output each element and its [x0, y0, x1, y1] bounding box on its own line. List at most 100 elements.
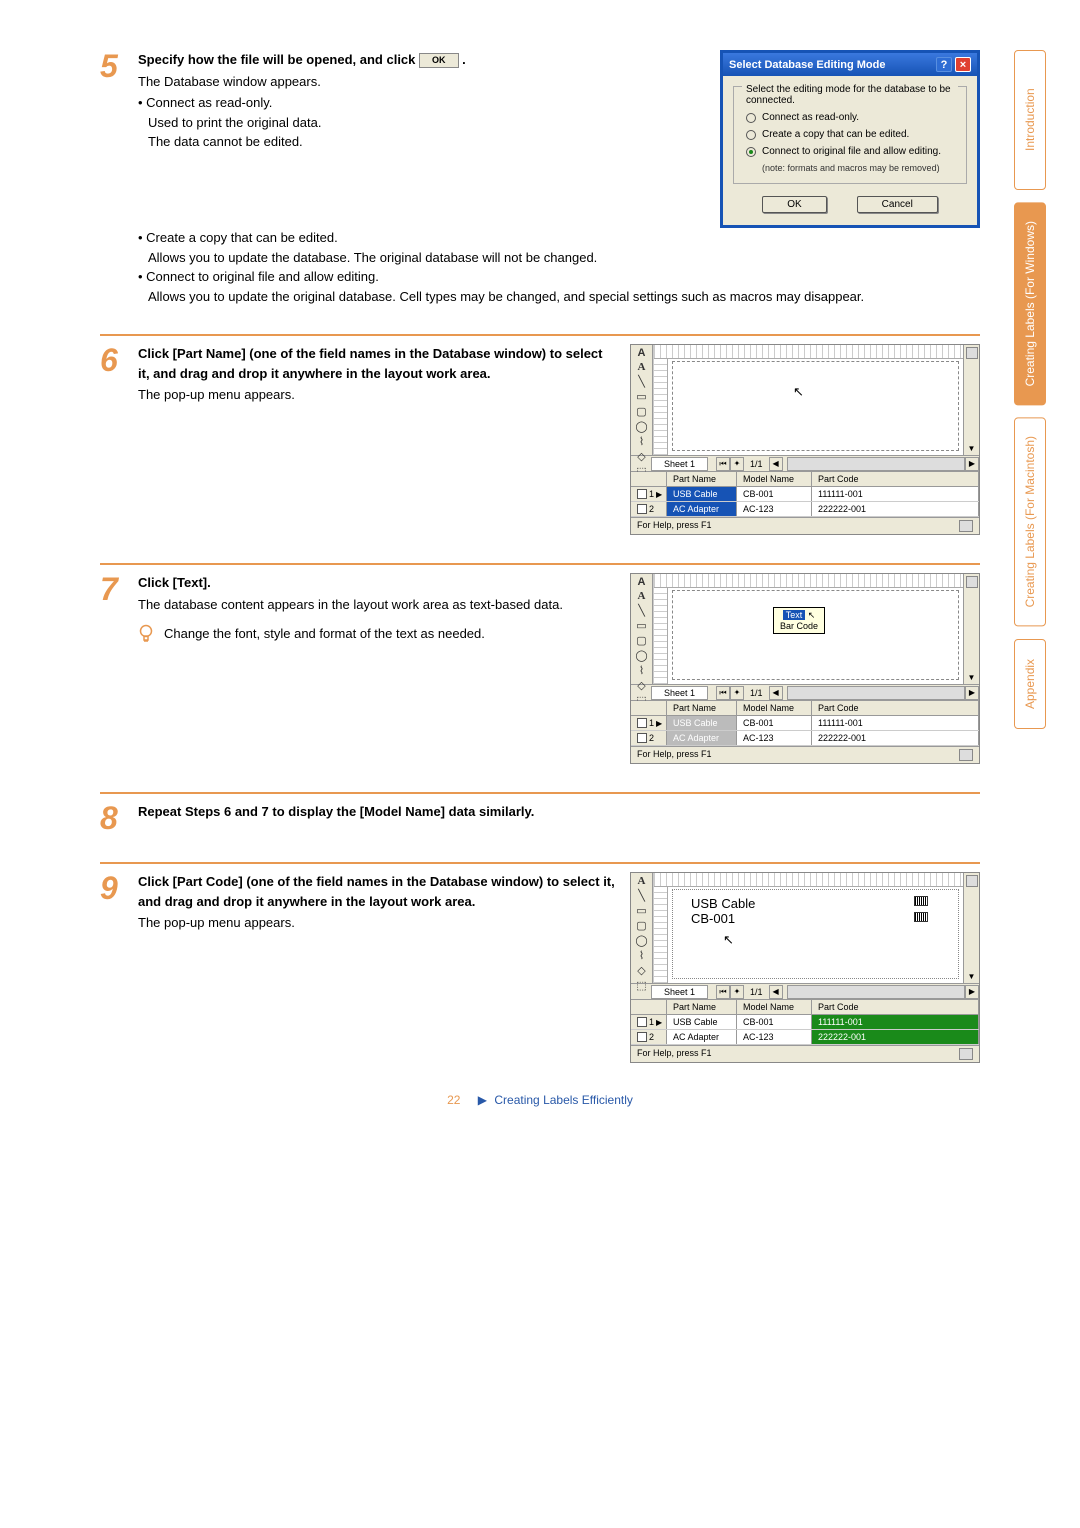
cell-part-code[interactable]: 111111-001 — [812, 716, 979, 730]
panel-icon[interactable] — [966, 875, 978, 887]
text-tool-outline-icon[interactable]: A — [634, 875, 650, 887]
nav-prev-icon[interactable]: ◀ — [769, 985, 783, 999]
cell-part-code[interactable]: 111111-001 — [812, 487, 979, 501]
col-model-name[interactable]: Model Name — [737, 472, 812, 486]
roundrect-tool-icon[interactable]: ▢ — [634, 919, 650, 932]
curve-tool-icon[interactable]: ⌇ — [634, 949, 650, 962]
tab-introduction[interactable]: Introduction — [1014, 50, 1046, 190]
tab-appendix[interactable]: Appendix — [1014, 639, 1046, 729]
db-row[interactable]: 1▶ USB Cable CB-001 111111-001 — [631, 716, 979, 731]
dialog-titlebar: Select Database Editing Mode ? × — [723, 53, 977, 76]
ellipse-tool-icon[interactable]: ◯ — [634, 420, 650, 433]
radio-copy[interactable]: Create a copy that can be edited. — [746, 129, 954, 140]
cell-model-name[interactable]: AC-123 — [737, 1030, 812, 1044]
polygon-tool-icon[interactable]: ◇ — [634, 450, 650, 463]
cell-part-name[interactable]: AC Adapter — [667, 731, 737, 745]
line-tool-icon[interactable]: ╲ — [634, 375, 650, 388]
polygon-tool-icon[interactable]: ◇ — [634, 964, 650, 977]
polygon-tool-icon[interactable]: ◇ — [634, 679, 650, 692]
menu-text[interactable]: Text — [783, 610, 806, 620]
nav-first-icon[interactable]: ⏮ — [716, 457, 730, 471]
text-tool-outline-icon[interactable]: A — [634, 361, 650, 373]
cell-part-name[interactable]: AC Adapter — [667, 502, 737, 516]
canvas[interactable]: USB Cable CB-001 ↖ — [653, 873, 963, 983]
cell-part-code[interactable]: 222222-001 — [812, 502, 979, 516]
radio-original[interactable]: Connect to original file and allow editi… — [746, 146, 954, 157]
col-part-name[interactable]: Part Name — [667, 701, 737, 715]
cell-part-code[interactable]: 222222-001 — [812, 1030, 979, 1044]
curve-tool-icon[interactable]: ⌇ — [634, 664, 650, 677]
col-part-code[interactable]: Part Code — [812, 472, 979, 486]
footer-link[interactable]: Creating Labels Efficiently — [494, 1093, 633, 1107]
nav-new-icon[interactable]: ✦ — [730, 457, 744, 471]
text-tool-outline-icon[interactable]: A — [634, 590, 650, 602]
roundrect-tool-icon[interactable]: ▢ — [634, 634, 650, 647]
rect-tool-icon[interactable]: ▭ — [634, 619, 650, 632]
db-row[interactable]: 2 AC Adapter AC-123 222222-001 — [631, 731, 979, 746]
dialog-cancel-button[interactable]: Cancel — [857, 196, 938, 213]
cell-model-name[interactable]: CB-001 — [737, 716, 812, 730]
cell-part-name[interactable]: USB Cable — [667, 487, 737, 501]
dialog-help-icon[interactable]: ? — [936, 57, 952, 72]
ellipse-tool-icon[interactable]: ◯ — [634, 934, 650, 947]
dialog-ok-button[interactable]: OK — [762, 196, 826, 213]
panel-icon[interactable] — [966, 347, 978, 359]
db-row[interactable]: 2 AC Adapter AC-123 222222-001 — [631, 502, 979, 517]
cell-part-name[interactable]: USB Cable — [667, 1015, 737, 1029]
tab-creating-labels-windows[interactable]: Creating Labels (For Windows) — [1014, 202, 1046, 405]
cursor-icon: ↖ — [723, 932, 734, 948]
menu-barcode[interactable]: Bar Code — [780, 621, 818, 631]
sheet-tab[interactable]: Sheet 1 — [651, 457, 708, 471]
curve-tool-icon[interactable]: ⌇ — [634, 435, 650, 448]
nav-new-icon[interactable]: ✦ — [730, 985, 744, 999]
rect-tool-icon[interactable]: ▭ — [634, 390, 650, 403]
sheet-tab[interactable]: Sheet 1 — [651, 985, 708, 999]
col-model-name[interactable]: Model Name — [737, 701, 812, 715]
db-row[interactable]: 1▶ USB Cable CB-001 111111-001 — [631, 1015, 979, 1030]
text-tool-icon[interactable]: A — [634, 347, 650, 359]
line-tool-icon[interactable]: ╲ — [634, 889, 650, 902]
col-part-name[interactable]: Part Name — [667, 1000, 737, 1014]
col-part-code[interactable]: Part Code — [812, 701, 979, 715]
cell-part-name[interactable]: AC Adapter — [667, 1030, 737, 1044]
ellipse-tool-icon[interactable]: ◯ — [634, 649, 650, 662]
nav-next-icon[interactable]: ▶ — [965, 457, 979, 471]
popup-menu[interactable]: Text ↖ Bar Code — [773, 607, 825, 634]
col-part-code[interactable]: Part Code — [812, 1000, 979, 1014]
nav-first-icon[interactable]: ⏮ — [716, 686, 730, 700]
cell-part-name[interactable]: USB Cable — [667, 716, 737, 730]
nav-first-icon[interactable]: ⏮ — [716, 985, 730, 999]
db-row[interactable]: 2 AC Adapter AC-123 222222-001 — [631, 1030, 979, 1045]
nav-next-icon[interactable]: ▶ — [965, 985, 979, 999]
text-tool-icon[interactable]: A — [634, 576, 650, 588]
cell-model-name[interactable]: CB-001 — [737, 487, 812, 501]
dialog-close-icon[interactable]: × — [955, 57, 971, 72]
canvas[interactable]: Text ↖ Bar Code — [653, 574, 963, 684]
nav-new-icon[interactable]: ✦ — [730, 686, 744, 700]
scroll-track[interactable] — [787, 457, 965, 471]
canvas[interactable]: ↖ — [653, 345, 963, 455]
tab-creating-labels-macintosh[interactable]: Creating Labels (For Macintosh) — [1014, 417, 1046, 626]
nav-prev-icon[interactable]: ◀ — [769, 457, 783, 471]
radio-readonly[interactable]: Connect as read-only. — [746, 112, 954, 123]
cell-model-name[interactable]: AC-123 — [737, 502, 812, 516]
scroll-track[interactable] — [787, 985, 965, 999]
db-row[interactable]: 1▶ USB Cable CB-001 111111-001 — [631, 487, 979, 502]
col-model-name[interactable]: Model Name — [737, 1000, 812, 1014]
scroll-track[interactable] — [787, 686, 965, 700]
nav-next-icon[interactable]: ▶ — [965, 686, 979, 700]
cell-model-name[interactable]: AC-123 — [737, 731, 812, 745]
step-5-title: Specify how the file will be opened, and… — [138, 50, 706, 70]
col-part-name[interactable]: Part Name — [667, 472, 737, 486]
cell-model-name[interactable]: CB-001 — [737, 1015, 812, 1029]
cell-part-code[interactable]: 111111-001 — [812, 1015, 979, 1029]
frame-tool-icon[interactable]: ⬚ — [634, 979, 650, 992]
line-tool-icon[interactable]: ╲ — [634, 604, 650, 617]
cell-part-code[interactable]: 222222-001 — [812, 731, 979, 745]
ruler-horizontal — [654, 345, 963, 359]
roundrect-tool-icon[interactable]: ▢ — [634, 405, 650, 418]
panel-icon[interactable] — [966, 576, 978, 588]
nav-prev-icon[interactable]: ◀ — [769, 686, 783, 700]
rect-tool-icon[interactable]: ▭ — [634, 904, 650, 917]
sheet-tab[interactable]: Sheet 1 — [651, 686, 708, 700]
